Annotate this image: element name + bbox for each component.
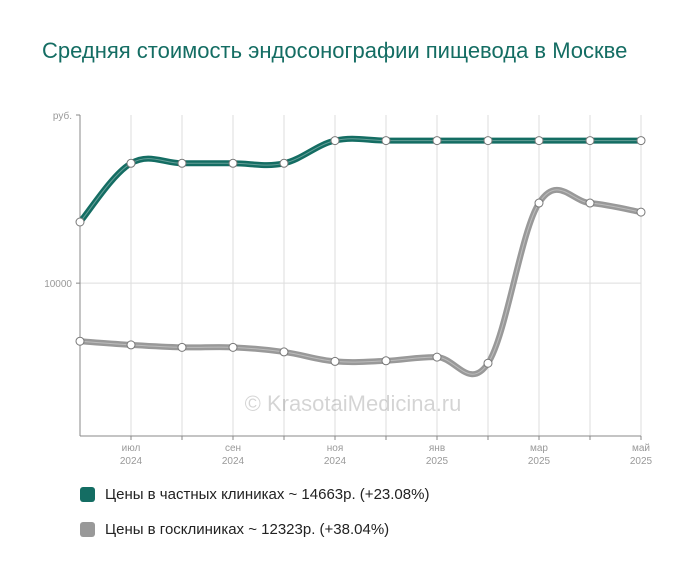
data-point-public (483, 358, 493, 368)
axes (76, 114, 642, 440)
data-point-private (279, 158, 289, 168)
x-tick-label-year: 2024 (324, 456, 347, 467)
series-lines (77, 135, 644, 378)
data-point-public (75, 336, 85, 346)
tick-labels: руб. 10000 июл 2024 сен 2024 ноя 2024 янв 2025 мар… (44, 110, 652, 467)
series-points (75, 136, 646, 368)
data-point-public (381, 356, 391, 366)
data-point-private (228, 158, 238, 168)
data-point-public (432, 352, 442, 362)
y-tick-label: 10000 (44, 279, 72, 290)
data-point-public (585, 198, 595, 208)
watermark: © KrasotaiMedicina.ru (244, 391, 462, 416)
series-line-highlight-public (79, 189, 642, 375)
legend-swatch-private (80, 486, 95, 502)
legend-label-private: Цены в частных клиниках ~ 14663р. (+23.0… (105, 485, 430, 503)
x-tick-label-month: янв (429, 443, 445, 454)
legend: Цены в частных клиниках ~ 14663р. (+23.0… (80, 484, 429, 554)
x-tick-label-year: 2024 (120, 456, 143, 467)
y-axis-unit-label: руб. (53, 110, 72, 122)
x-tick-label-month: май (632, 443, 650, 454)
series-line-highlight-private (79, 138, 641, 223)
data-point-private (636, 136, 646, 146)
line-chart: руб. 10000 июл 2024 сен 2024 ноя 2024 янв 2025 мар… (44, 110, 652, 467)
data-point-public (534, 198, 544, 208)
legend-label-public: Цены в госклиниках ~ 12323р. (+38.04%) (105, 520, 390, 538)
legend-item-private[interactable]: Цены в частных клиниках ~ 14663р. (+23.0… (80, 484, 429, 504)
x-tick-label-month: сен (225, 443, 241, 454)
legend-swatch-public (80, 521, 95, 537)
x-tick-label-year: 2025 (528, 456, 551, 467)
data-point-private (75, 217, 85, 227)
legend-item-public[interactable]: Цены в госклиниках ~ 12323р. (+38.04%) (80, 519, 429, 539)
data-point-public (126, 340, 136, 350)
data-point-public (177, 342, 187, 352)
x-tick-label-month: июл (122, 443, 141, 454)
x-tick-label-year: 2025 (426, 456, 449, 467)
data-point-public (228, 342, 238, 352)
x-tick-label-year: 2024 (222, 456, 245, 467)
data-point-public (330, 356, 340, 366)
data-point-private (381, 136, 391, 146)
data-point-private (432, 136, 442, 146)
data-point-private (534, 136, 544, 146)
x-tick-label-month: ноя (327, 443, 344, 454)
x-tick-label-year: 2025 (630, 456, 653, 467)
data-point-private (585, 136, 595, 146)
grid-lines (80, 115, 642, 436)
x-tick-label-month: мар (530, 443, 548, 454)
chart-title: Средняя стоимость эндосонографии пищевод… (42, 38, 628, 63)
data-point-public (279, 347, 289, 357)
data-point-private (330, 136, 340, 146)
data-point-public (636, 207, 646, 217)
data-point-private (126, 158, 136, 168)
data-point-private (483, 136, 493, 146)
series-line-private (77, 135, 644, 225)
data-point-private (177, 158, 187, 168)
